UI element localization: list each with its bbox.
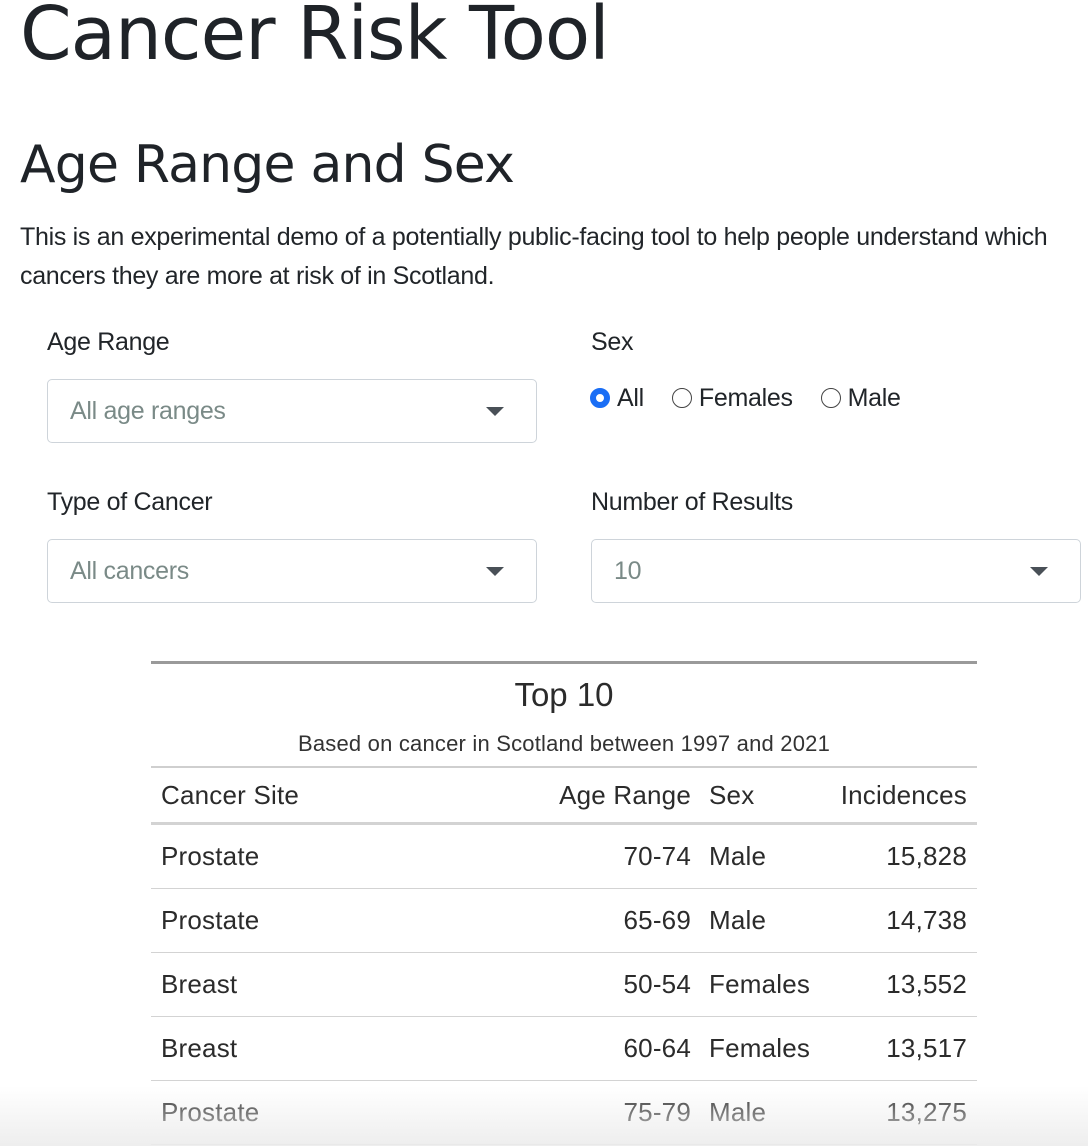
chevron-down-icon [1030, 567, 1048, 576]
cancer-type-value: All cancers [70, 556, 189, 585]
num-results-select[interactable]: 10 [591, 539, 1081, 603]
radio-unchecked-icon[interactable] [820, 388, 841, 408]
cancer-type-label: Type of Cancer [47, 488, 213, 516]
radio-unchecked-icon[interactable] [671, 388, 692, 408]
cell-age-range: 70-74 [511, 823, 699, 889]
table-subtitle: Based on cancer in Scotland between 1997… [297, 731, 831, 756]
age-range-value: All age ranges [70, 396, 226, 425]
table-row: Prostate 65-69 Male 14,738 [151, 888, 977, 953]
radio-checked-icon[interactable] [590, 388, 610, 408]
header-sex[interactable]: Sex [699, 767, 829, 825]
num-results-value: 10 [614, 556, 642, 585]
sex-option-females[interactable]: Females [671, 383, 793, 413]
cell-cancer-site: Prostate [151, 888, 511, 953]
table-title: Top 10 [514, 676, 614, 713]
intro-text: This is an experimental demo of a potent… [20, 223, 1048, 290]
chevron-down-icon [486, 567, 504, 576]
app-title: Cancer Risk Tool [20, 0, 610, 77]
cell-cancer-site: Breast [151, 952, 511, 1017]
cell-incidences: 13,275 [829, 1080, 977, 1145]
cell-incidences: 13,517 [829, 1016, 977, 1081]
num-results-label: Number of Results [591, 488, 793, 516]
cell-cancer-site: Breast [151, 1016, 511, 1081]
cell-sex: Male [699, 888, 829, 953]
header-cancer-site[interactable]: Cancer Site [151, 767, 511, 825]
cell-sex: Females [699, 952, 829, 1017]
cell-incidences: 13,552 [829, 952, 977, 1017]
cell-age-range: 60-64 [511, 1016, 699, 1081]
results-table-container: Top 10 Based on cancer in Scotland betwe… [151, 661, 977, 1145]
cell-sex: Females [699, 1016, 829, 1081]
header-incidences[interactable]: Incidences [829, 767, 977, 825]
sex-label: Sex [591, 328, 634, 356]
cell-age-range: 75-79 [511, 1080, 699, 1145]
cell-incidences: 14,738 [829, 888, 977, 953]
sex-option-label: All [617, 383, 644, 412]
cell-sex: Male [699, 823, 829, 889]
cell-sex: Male [699, 1080, 829, 1145]
sex-radio-group: All Females Male [590, 378, 929, 418]
table-row: Prostate 70-74 Male 15,828 [151, 823, 977, 889]
chevron-down-icon [486, 407, 504, 416]
age-range-label: Age Range [47, 328, 170, 356]
table-header-row: Cancer Site Age Range Sex Incidences [151, 767, 977, 825]
sex-option-label: Females [698, 383, 793, 412]
section-title: Age Range and Sex [20, 135, 515, 195]
cell-age-range: 50-54 [511, 952, 699, 1017]
cancer-type-select[interactable]: All cancers [47, 539, 537, 603]
sex-option-all[interactable]: All [590, 384, 644, 413]
cell-cancer-site: Prostate [151, 1080, 511, 1145]
table-row: Prostate 75-79 Male 13,275 [151, 1080, 977, 1145]
cell-age-range: 65-69 [511, 888, 699, 953]
age-range-select[interactable]: All age ranges [47, 379, 537, 443]
header-age-range[interactable]: Age Range [511, 767, 699, 825]
table-row: Breast 50-54 Females 13,552 [151, 952, 977, 1017]
sex-option-male[interactable]: Male [820, 383, 901, 413]
cell-cancer-site: Prostate [151, 823, 511, 889]
table-row: Breast 60-64 Females 13,517 [151, 1016, 977, 1081]
sex-option-label: Male [847, 383, 901, 412]
results-table: Cancer Site Age Range Sex Incidences Pro… [151, 766, 977, 1145]
cell-incidences: 15,828 [829, 823, 977, 889]
